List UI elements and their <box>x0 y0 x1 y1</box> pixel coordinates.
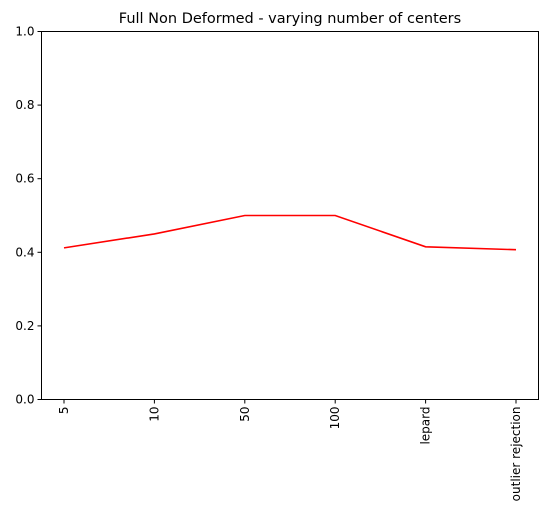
axes-frame <box>41 31 539 400</box>
chart-title: Full Non Deformed - varying number of ce… <box>119 11 461 27</box>
x-tick-label: 10 <box>147 407 161 422</box>
y-tick-label: 0.0 <box>15 393 34 407</box>
x-tick-label: 100 <box>328 407 342 430</box>
y-tick-label: 0.2 <box>15 319 34 333</box>
y-tick-label: 0.8 <box>15 98 34 112</box>
x-tick-label: outlier rejection <box>509 407 523 502</box>
y-axis: 0.0 0.2 0.4 0.6 0.8 1.0 <box>15 25 42 407</box>
x-axis: 5 10 50 100 lepard outlier rejection <box>57 399 523 502</box>
plot-area <box>41 31 539 400</box>
x-tick-label: lepard <box>419 407 433 445</box>
x-tick-label: 50 <box>238 407 252 422</box>
x-tick-label: 5 <box>57 407 71 415</box>
series-layer <box>63 214 517 251</box>
series-line <box>63 214 517 251</box>
y-tick-label: 0.4 <box>15 245 34 259</box>
y-tick-label: 0.6 <box>15 172 34 186</box>
y-tick-label: 1.0 <box>15 25 34 39</box>
